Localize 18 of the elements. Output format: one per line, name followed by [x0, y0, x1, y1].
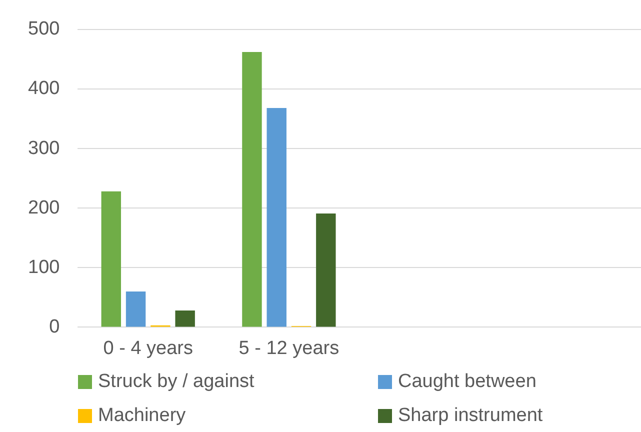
bar: [242, 52, 262, 327]
x-tick-label: 5 - 12 years: [238, 338, 340, 359]
bar: [316, 213, 336, 327]
y-tick-label: 300: [28, 138, 60, 159]
y-tick-label: 200: [28, 197, 60, 218]
y-tick-label: 400: [28, 78, 60, 100]
legend-label: Struck by / against: [98, 371, 254, 393]
y-tick-label: 100: [28, 256, 60, 278]
bar: [101, 191, 122, 327]
x-tick-label: 0 - 4 years: [103, 338, 193, 359]
y-tick-label: 0: [49, 316, 60, 338]
bar: [126, 291, 146, 327]
legend-label: Sharp instrument: [398, 405, 543, 427]
bar: [266, 108, 286, 327]
bar: [175, 310, 195, 327]
legend-label: Caught between: [398, 371, 536, 393]
y-tick-label: 500: [28, 18, 60, 40]
legend-label: Machinery: [98, 405, 186, 427]
